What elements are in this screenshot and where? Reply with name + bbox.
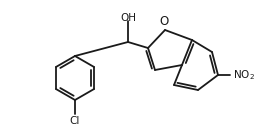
Text: Cl: Cl: [70, 116, 80, 126]
Text: O: O: [159, 15, 169, 28]
Text: OH: OH: [120, 13, 136, 23]
Text: NO$_2$: NO$_2$: [233, 68, 255, 82]
